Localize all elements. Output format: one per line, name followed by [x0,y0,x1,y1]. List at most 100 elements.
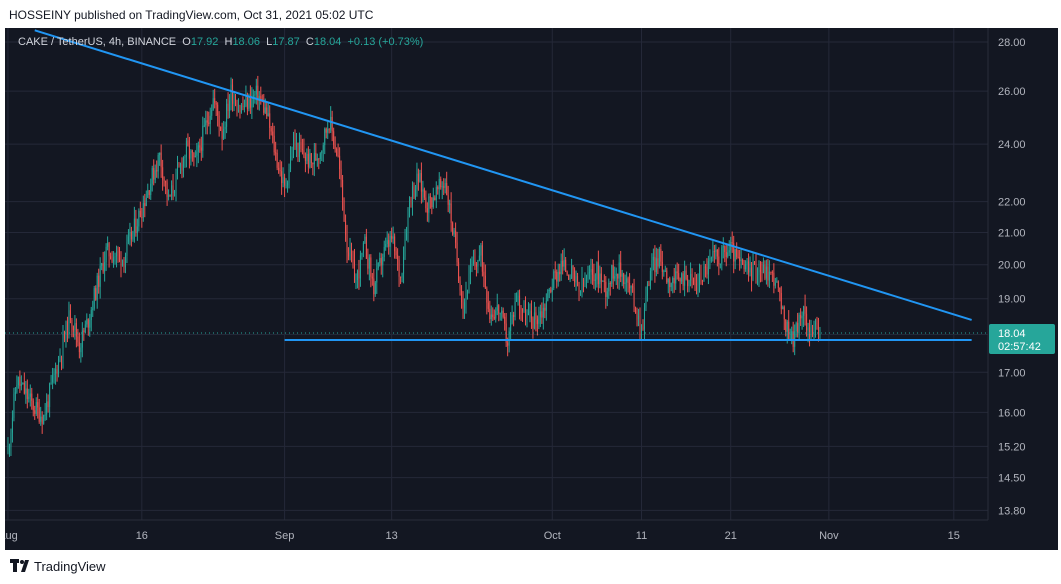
candle-body [627,278,629,283]
candle-body [758,270,760,276]
candle-body [211,109,213,116]
candle-body [99,265,101,287]
candle-body [235,100,237,106]
candle-body [816,322,818,326]
candle-body [484,275,486,289]
candle-body [135,218,137,234]
descending-resistance-trendline[interactable] [34,29,972,321]
candle-body [786,321,788,332]
candle-body [646,284,648,296]
candle-body [812,330,814,337]
candle-body [395,251,397,256]
candle-body [17,376,19,385]
candle-body [74,323,76,331]
candle-body [817,325,819,331]
trendlines[interactable] [5,29,988,342]
candle-body [55,369,57,374]
chart-area[interactable]: 28.0026.0024.0022.0021.0020.0019.0018.00… [5,28,1058,550]
candle-body [504,316,506,324]
candle-body [270,127,272,132]
candle-body [438,178,440,190]
candle-body [648,284,650,286]
candle-body [676,271,678,274]
candle-body [20,384,22,386]
candle-body [116,251,118,257]
candle-body [806,313,808,331]
candle-body [722,246,724,248]
candle-body [411,186,413,205]
candle-body [10,432,12,447]
candle-body [330,116,332,130]
candle-body [780,293,782,309]
candle-body [658,249,660,267]
symbol-name: CAKE / TetherUS, 4h, BINANCE [18,36,177,48]
candle-body [245,96,247,107]
candle-body [441,186,443,188]
publish-info: HOSSEINY published on TradingView.com, O… [9,8,374,22]
price-chart[interactable]: 28.0026.0024.0022.0021.0020.0019.0018.00… [5,28,1058,550]
candle-body [698,272,700,285]
candle-body [254,94,256,96]
candle-body [63,334,65,339]
candle-body [718,256,720,264]
candle-body [733,243,735,262]
candle-body [29,393,31,397]
price-tick-label: 26.00 [998,86,1026,98]
time-tick-label: 15 [948,530,960,542]
candle-body [535,312,537,320]
candle-body [89,320,91,328]
candle-body [291,155,293,157]
candle-body [102,263,104,272]
candle-body [121,259,123,266]
candle-body [734,248,736,262]
candle-body [69,310,71,320]
candle-body [678,273,680,279]
candle-body [232,84,234,104]
candle-body [166,182,168,197]
candle-body [62,334,64,359]
candle-body [566,271,568,275]
candle-body [563,259,565,267]
candle-body [374,282,376,295]
candle-body [550,289,552,292]
candle-body [516,300,518,302]
candle-body [496,305,498,311]
candle-body [582,278,584,285]
candle-body [151,168,153,184]
candle-body [477,259,479,267]
candle-body [25,388,27,394]
candle-body [92,308,94,310]
candle-body [229,100,231,112]
price-tick-label: 15.20 [998,441,1026,453]
candle-body [551,287,553,292]
candle-body [35,402,37,414]
candle-body [417,173,419,182]
close-value: 18.04 [313,36,342,48]
candle-body [65,321,67,339]
candle-body [593,274,595,281]
candle-body [267,113,269,116]
candle-body [745,264,747,270]
candle-body [397,255,399,260]
candle-body [194,155,196,158]
candle-body [727,252,729,257]
candle-body [379,258,381,263]
candle-body [728,250,730,253]
candle-body [724,246,726,253]
candle-body [154,170,156,180]
price-tick-label: 17.00 [998,367,1026,379]
candle-body [785,319,787,332]
candle-body [697,284,699,286]
candle-body [505,323,507,343]
candle-body [580,291,582,293]
candle-body [774,282,776,286]
candle-body [737,256,739,258]
candle-body [489,308,491,320]
candle-body [612,265,614,279]
candle-body [31,393,33,401]
candle-body [159,152,161,156]
candle-body [147,190,149,198]
candle-body [406,233,408,240]
candle-body [333,131,335,145]
candle-body [664,270,666,272]
